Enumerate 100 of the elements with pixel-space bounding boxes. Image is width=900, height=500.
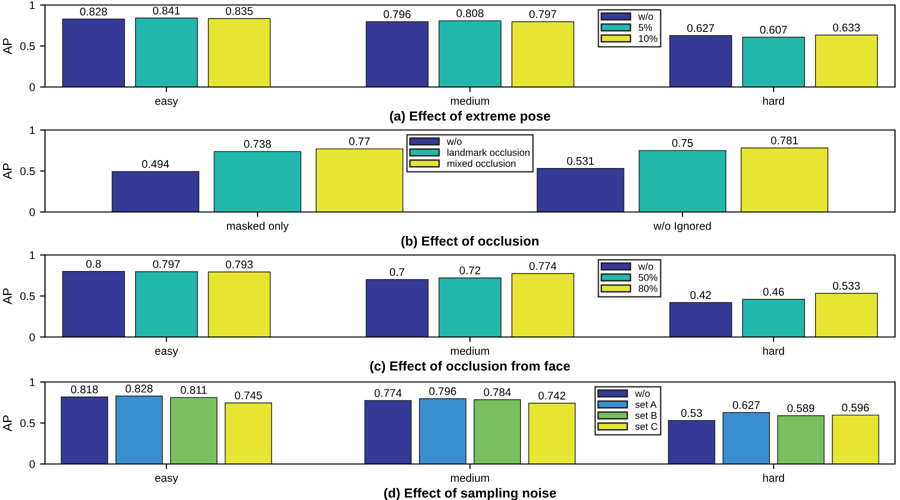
bar [777, 415, 825, 464]
bar [366, 279, 429, 337]
x-tick-label: hard [763, 346, 784, 355]
legend-label: set C [635, 423, 658, 430]
bar [366, 21, 429, 87]
data-label: 0.8 [86, 260, 101, 268]
legend-label: set B [635, 412, 657, 419]
data-label: 0.828 [80, 8, 107, 16]
data-label: 0.627 [732, 401, 760, 409]
data-label: 0.774 [529, 262, 556, 270]
bar [638, 150, 726, 212]
bar [511, 21, 574, 87]
data-label: 0.796 [384, 10, 411, 18]
bar [742, 36, 805, 87]
data-label: 0.46 [763, 288, 784, 296]
bar [815, 34, 878, 87]
bar [316, 148, 404, 212]
x-tick-label: medium [450, 474, 490, 482]
legend-label: set A [635, 401, 657, 408]
x-tick-label: hard [763, 474, 784, 482]
data-label: 0.818 [70, 385, 98, 394]
bar [722, 412, 770, 464]
y-tick-label: 0.5 [20, 42, 35, 50]
y-tick-label: 0 [30, 333, 35, 342]
bar [740, 148, 828, 212]
data-label: 0.633 [832, 24, 860, 32]
data-label: 0.745 [234, 391, 262, 400]
text: (a) Effect of extreme pose [390, 111, 550, 124]
data-label: 0.72 [460, 266, 480, 274]
legend-label: w/o [638, 12, 653, 20]
bar [511, 273, 574, 337]
bar [135, 18, 198, 87]
bar [115, 396, 163, 464]
data-label: 0.494 [142, 160, 170, 168]
data-label: 0.607 [760, 26, 787, 34]
text: (c) Effect of occlusion from face [370, 361, 570, 374]
y-tick-label: 1 [30, 378, 35, 386]
data-label: 0.828 [126, 384, 153, 393]
y-tick-label: 0 [30, 83, 35, 92]
data-label: 0.841 [152, 6, 180, 14]
data-label: 0.808 [456, 9, 484, 18]
y-tick-label: 0.5 [20, 292, 35, 300]
legend-label: landmark occlusion [448, 148, 530, 156]
data-label: 0.627 [687, 24, 714, 32]
bar [832, 414, 880, 464]
y-axis-title: AP [3, 163, 12, 180]
data-label: 0.77 [349, 137, 370, 146]
data-label: 0.835 [226, 7, 253, 15]
legend-label: w/o [635, 390, 650, 397]
data-label: 0.589 [787, 404, 814, 412]
bar [474, 399, 521, 464]
y-axis-title: AP [3, 415, 12, 432]
legend-label: mixed occlusion [448, 160, 516, 167]
legend-label: 80% [638, 285, 658, 292]
x-tick-label: medium [450, 96, 490, 105]
legend-label: w/o [638, 262, 653, 270]
legend-label: 50% [638, 274, 658, 281]
x-tick-label: easy [155, 476, 178, 484]
bar [669, 302, 732, 337]
legend-label: w/o [446, 138, 462, 145]
bar [60, 396, 108, 464]
x-tick-label: easy [155, 348, 178, 358]
text: (b) Effect of occlusion [401, 236, 538, 248]
bar [528, 402, 576, 464]
data-label: 0.53 [681, 409, 702, 417]
bar [208, 18, 271, 87]
y-tick-label: 1 [30, 1, 35, 10]
data-label: 0.531 [567, 157, 594, 165]
legend-label: 10% [639, 35, 658, 42]
data-label: 0.42 [690, 291, 711, 299]
data-label: 0.533 [832, 282, 860, 290]
y-tick-label: 0 [30, 460, 35, 468]
x-tick-label: w/o Ignored [653, 222, 711, 232]
data-label: 0.784 [484, 388, 511, 396]
bar [208, 272, 271, 337]
y-tick-label: 1 [30, 126, 35, 134]
bar [62, 18, 125, 87]
data-label: 0.7 [390, 268, 404, 276]
y-tick-label: 0.5 [20, 419, 35, 428]
bar [224, 402, 272, 464]
data-label: 0.793 [226, 260, 253, 268]
bar [438, 20, 502, 87]
y-axis-title: AP [3, 288, 12, 304]
data-label: 0.596 [842, 404, 869, 412]
data-label: 0.796 [429, 387, 456, 396]
bar [112, 171, 200, 212]
bar [536, 168, 624, 212]
y-tick-label: 1 [30, 251, 35, 260]
data-label: 0.742 [538, 392, 566, 400]
bar [62, 270, 125, 337]
bar [815, 292, 878, 337]
bar [419, 398, 466, 464]
bar [170, 397, 218, 464]
data-label: 0.797 [152, 260, 180, 268]
bar [364, 400, 412, 464]
data-label: 0.797 [529, 10, 556, 18]
y-axis-title: AP [3, 38, 12, 54]
x-tick-label: easy [155, 98, 178, 108]
x-tick-label: medium [450, 346, 490, 355]
data-label: 0.781 [771, 136, 798, 144]
